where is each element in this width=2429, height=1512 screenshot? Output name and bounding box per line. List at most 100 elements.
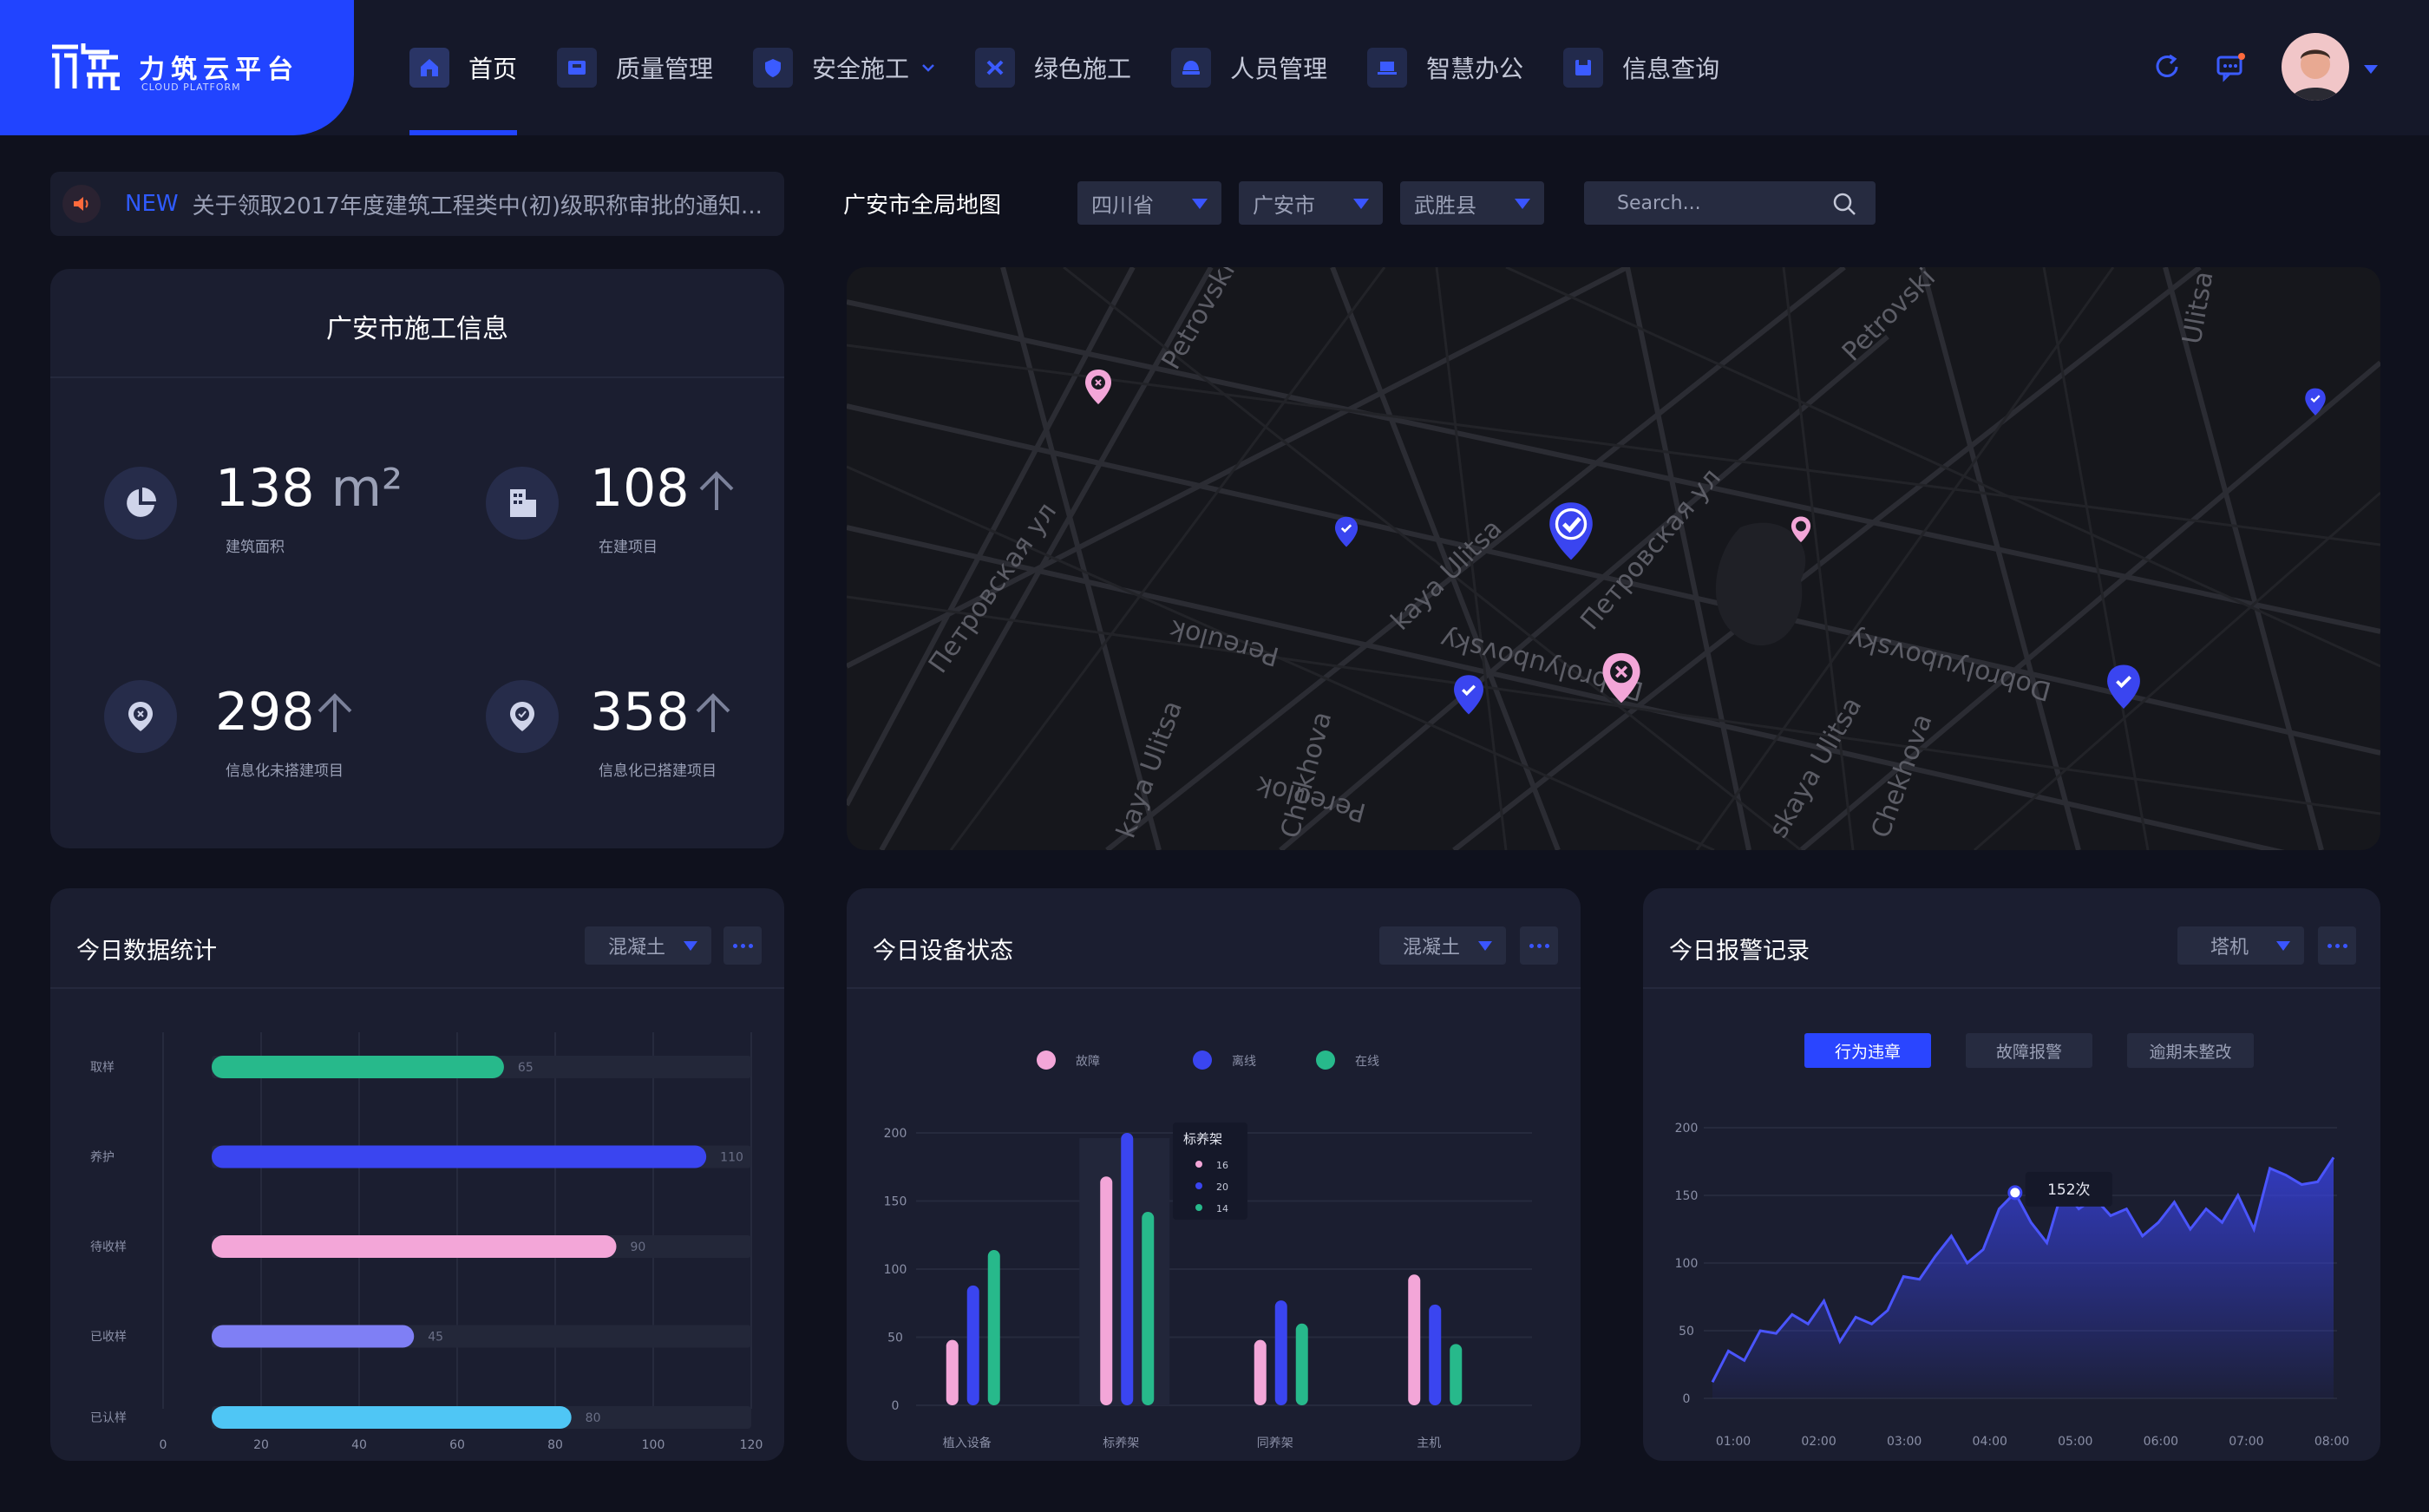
bar (212, 1056, 504, 1078)
map-marker-ok-icon[interactable] (1332, 515, 1360, 550)
divider (847, 987, 1581, 989)
speaker-icon (62, 185, 101, 223)
bar (1100, 1176, 1113, 1405)
nav-safety[interactable]: 安全施工 (753, 0, 935, 135)
map-marker-alert-icon[interactable] (1598, 651, 1645, 708)
dropdown-triangle-icon (1515, 199, 1530, 209)
map-marker-ok-icon[interactable] (2103, 663, 2144, 713)
svg-text:Chekhova: Chekhova (1275, 709, 1338, 841)
x-tick-label: 80 (547, 1438, 563, 1452)
logo-mark-icon (52, 43, 120, 90)
chevron-down-icon[interactable] (2363, 64, 2379, 75)
y-category-label: 取样 (90, 1061, 115, 1075)
user-avatar[interactable] (2282, 33, 2349, 101)
building-icon (486, 467, 559, 540)
stat-number: 138 (215, 458, 315, 519)
card-title: 广安市施工信息 (326, 314, 508, 344)
notice-bar[interactable]: NEW 关于领取2017年度建筑工程类中(初)级职称审批的通知... (50, 172, 784, 236)
arrow-up-icon (318, 693, 352, 732)
city-select[interactable]: 广安市 (1239, 181, 1383, 225)
tooltip-box (2025, 1171, 2112, 1207)
helmet-icon (1171, 48, 1212, 88)
tooltip-value: 14 (1216, 1203, 1228, 1214)
select-value: 混凝土 (1402, 937, 1460, 959)
main-nav: 首页 质量管理 安全施工 绿色施工 人员管理 智慧办公 信息查询 (409, 0, 1759, 135)
tooltip-value: 20 (1216, 1181, 1228, 1193)
notice-text: 关于领取2017年度建筑工程类中(初)级职称审批的通知... (192, 193, 763, 219)
tooltip-value: 152次 (2047, 1181, 2090, 1199)
x-tick-label: 04:00 (1973, 1435, 2007, 1449)
more-button[interactable] (1520, 926, 1558, 965)
bar (1254, 1339, 1267, 1405)
bar (966, 1285, 979, 1405)
dot (1544, 943, 1549, 948)
device-status-card: 今日设备状态 混凝土 故障 离线 在线 0 50 100 150 200 植入设备 标养架 同养架主… (847, 888, 1581, 1461)
nav-label: 人员管理 (1230, 55, 1328, 83)
material-select[interactable]: 混凝土 (585, 926, 711, 965)
nav-home[interactable]: 首页 (409, 0, 518, 135)
material-select[interactable]: 混凝土 (1379, 926, 1506, 965)
legend-swatch (1316, 1051, 1335, 1070)
tab-behavior-violation[interactable]: 行为违章 (1804, 1033, 1931, 1068)
arrow-up-icon (696, 693, 730, 732)
bar-value-label: 45 (428, 1331, 443, 1345)
map-marker-alert-icon[interactable] (1789, 515, 1813, 545)
more-button[interactable] (2318, 926, 2356, 965)
x-tick-label: 40 (351, 1438, 367, 1452)
message-icon[interactable] (2214, 50, 2247, 83)
nav-quality[interactable]: 质量管理 (557, 0, 713, 135)
bar (1121, 1133, 1134, 1405)
device-select[interactable]: 塔机 (2177, 926, 2304, 965)
y-tick-label: 0 (1683, 1392, 1691, 1406)
county-select[interactable]: 武胜县 (1400, 181, 1544, 225)
bar (1450, 1344, 1463, 1405)
stat-unbuilt-value: 298 (215, 682, 315, 743)
city-map[interactable]: Petrovski Petrovski Ulitsa Петровская ул… (847, 267, 2380, 850)
stat-built-label: 信息化已搭建项目 (599, 763, 717, 780)
shield-icon (753, 48, 794, 88)
brand-title: 力筑云平台 (139, 55, 299, 85)
svg-text:Petrovski: Petrovski (1156, 267, 1241, 375)
bar (212, 1406, 572, 1429)
search-icon[interactable] (1832, 192, 1856, 216)
bar (1429, 1304, 1442, 1405)
data-stats-card: 今日数据统计 混凝土 0 20 40 60 80 100 120 取样 65 养护 110 待收样 90… (50, 888, 784, 1461)
refresh-icon[interactable] (2151, 50, 2183, 83)
map-streets: Petrovski Petrovski Ulitsa Петровская ул… (847, 267, 2380, 850)
y-tick-label: 50 (887, 1332, 903, 1345)
nav-query[interactable]: 信息查询 (1563, 0, 1719, 135)
province-select[interactable]: 四川省 (1077, 181, 1221, 225)
map-marker-selected-icon[interactable] (1544, 500, 1598, 566)
nav-personnel[interactable]: 人员管理 (1171, 0, 1327, 135)
svg-text:Petrovski: Petrovski (1836, 267, 1941, 368)
map-marker-ok-icon[interactable] (2302, 387, 2328, 418)
legend-label: 在线 (1355, 1055, 1379, 1069)
map-marker-ok-icon[interactable] (1450, 673, 1487, 718)
more-button[interactable] (723, 926, 762, 965)
recycle-icon (975, 48, 1016, 88)
dropdown-triangle-icon (1478, 941, 1492, 951)
nav-label: 首页 (468, 55, 518, 83)
x-tick-label: 03:00 (1887, 1435, 1922, 1449)
divider (50, 376, 784, 378)
tab-overdue[interactable]: 逾期未整改 (2127, 1033, 2254, 1068)
bar (987, 1250, 1000, 1405)
nav-office[interactable]: 智慧办公 (1367, 0, 1523, 135)
map-marker-alert-icon[interactable] (1083, 368, 1114, 408)
horizontal-bar-chart: 0 20 40 60 80 100 120 取样 65 养护 110 待收样 90 已收样 45 已认样 80 (90, 1032, 763, 1452)
tooltip-box (1173, 1123, 1247, 1220)
nav-green[interactable]: 绿色施工 (975, 0, 1131, 135)
x-category-label: 同养架 (1257, 1437, 1293, 1450)
y-tick-label: 200 (1675, 1122, 1699, 1136)
dot (732, 943, 737, 948)
brand-logo[interactable]: 力筑云平台 CLOUD PLATFORM (0, 0, 354, 135)
bar (212, 1145, 707, 1168)
search-input[interactable] (1584, 181, 1818, 225)
card-title: 今日报警记录 (1669, 938, 1810, 965)
brand-subtitle: CLOUD PLATFORM (141, 82, 241, 93)
y-category-label: 养护 (90, 1151, 115, 1165)
bar (1295, 1323, 1308, 1405)
card-title: 今日设备状态 (873, 938, 1013, 965)
tab-fault-alarm[interactable]: 故障报警 (1966, 1033, 2092, 1068)
bar-value-label: 90 (631, 1240, 646, 1254)
